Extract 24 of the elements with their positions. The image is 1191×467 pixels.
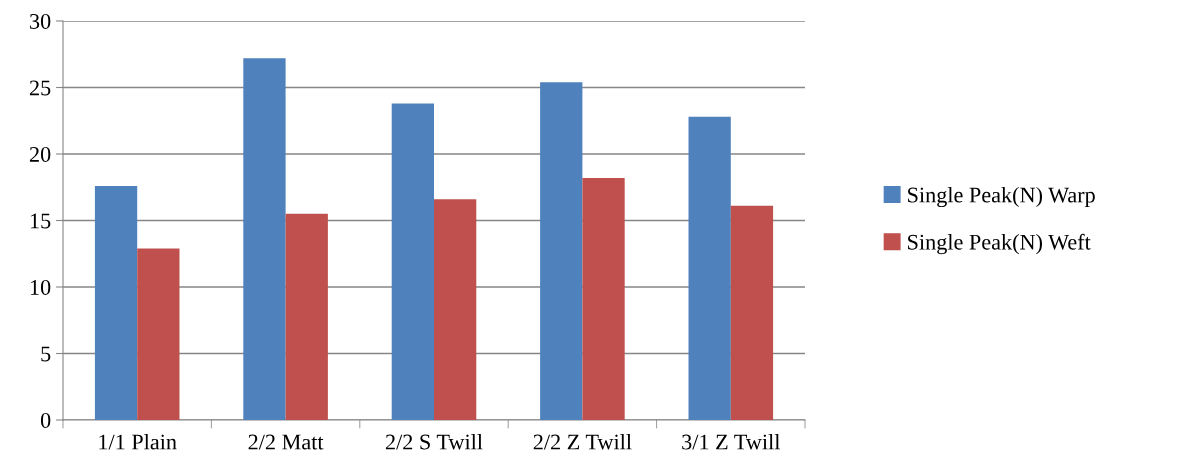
x-tick-label: 3/1 Z Twill xyxy=(682,433,780,450)
legend-label: Single Peak(N) Warp xyxy=(908,186,1095,208)
bar xyxy=(434,199,477,420)
bar xyxy=(285,213,328,420)
y-tick-label: 15 xyxy=(30,213,51,229)
y-tick-label: 10 xyxy=(30,279,51,295)
bar xyxy=(243,58,286,420)
bar xyxy=(391,103,434,420)
x-tick-label: 2/2 S Twill xyxy=(385,433,483,450)
legend-label: Single Peak(N) Weft xyxy=(908,233,1091,255)
x-tick-label: 2/2 Matt xyxy=(248,434,324,450)
bar xyxy=(730,205,774,420)
bar xyxy=(540,82,583,420)
x-tick-label: 2/2 Z Twill xyxy=(533,433,632,450)
bar xyxy=(137,248,180,420)
y-tick-label: 5 xyxy=(41,346,51,362)
y-tick-label: 25 xyxy=(29,80,51,96)
x-tick-label: 1/1 Plain xyxy=(99,433,177,450)
y-tick-label: 20 xyxy=(29,146,51,162)
bar xyxy=(94,185,138,420)
y-tick-label: 30 xyxy=(30,13,51,29)
bar xyxy=(582,177,625,420)
bar xyxy=(688,116,731,420)
y-tick-label: 0 xyxy=(40,412,51,428)
